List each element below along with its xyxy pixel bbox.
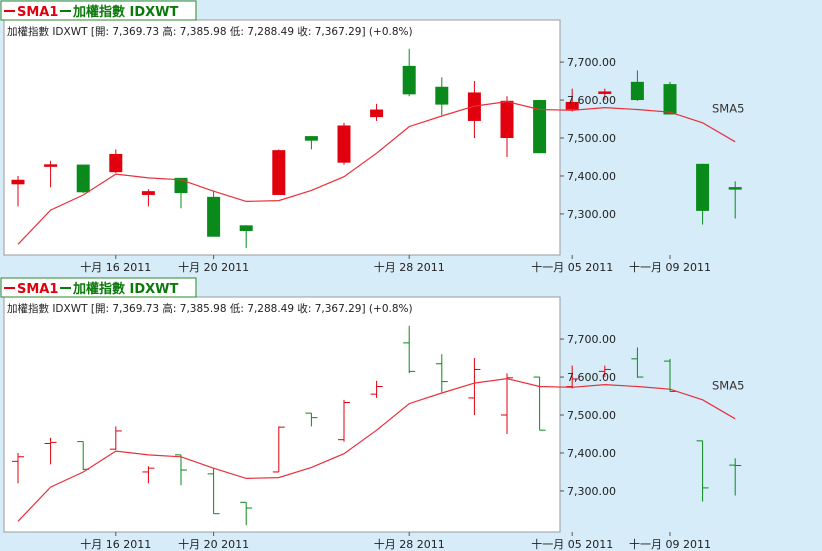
candle-body	[174, 177, 188, 194]
y-tick-label: 7,500.00	[567, 409, 616, 422]
sma5-label: SMA5	[712, 101, 744, 115]
x-tick-label: 十一月 05 2011	[531, 537, 613, 551]
legend-box	[0, 277, 197, 298]
y-tick-label: 7,700.00	[567, 333, 616, 346]
price-info: 加權指數 IDXWT [開: 7,369.73 高: 7,385.98 低: 7…	[7, 302, 413, 315]
x-tick-label: 十月 20 2011	[178, 537, 249, 551]
y-tick-label: 7,300.00	[567, 208, 616, 221]
price-info: 加權指數 IDXWT [開: 7,369.73 高: 7,385.98 低: 7…	[7, 25, 413, 38]
candle-body	[239, 225, 253, 232]
legend-sma-label: SMA1	[17, 5, 58, 20]
candle-body	[663, 84, 677, 115]
sma5-line	[17, 377, 736, 522]
legend-index-label: 加權指數 IDXWT	[72, 281, 179, 297]
candle-body	[696, 163, 710, 211]
legend-index-label: 加權指數 IDXWT	[72, 4, 179, 20]
candle-body	[565, 101, 579, 110]
y-axis: 7,300.00 7,400.00 7,500.00 7,600.00 7,700.00	[560, 333, 616, 498]
y-tick-label: 7,600.00	[567, 94, 616, 107]
candle-body	[11, 179, 25, 185]
candle-body	[598, 91, 612, 94]
y-tick-label: 7,600.00	[567, 371, 616, 384]
y-tick-label: 7,400.00	[567, 170, 616, 183]
series-marks	[11, 48, 742, 249]
sma5-line	[17, 100, 736, 245]
x-axis: 十月 16 2011 十月 20 2011 十月 28 2011 十一月 05 201…	[80, 255, 711, 274]
x-tick-label: 十月 28 2011	[374, 260, 445, 274]
candle-body	[76, 164, 90, 193]
x-tick-label: 十月 28 2011	[374, 537, 445, 551]
candle-body	[370, 109, 384, 118]
candle-body	[109, 153, 123, 173]
candle-body	[141, 191, 155, 195]
legend-sma-label: SMA1	[17, 282, 58, 297]
plot-area	[3, 296, 561, 533]
x-tick-label: 十一月 09 2011	[629, 260, 711, 274]
candle-body	[402, 65, 416, 95]
candle-body	[630, 81, 644, 101]
legend-box	[0, 0, 197, 21]
chart-panel-ohlc: SMA1 加權指數 IDXWT 加權指數 IDXWT [開: 7,369.73 …	[0, 276, 822, 551]
candle-body	[533, 100, 547, 154]
candle-body	[272, 150, 286, 195]
chart-panel-candlestick: SMA1 加權指數 IDXWT 加權指數 IDXWT [開: 7,369.73 …	[0, 0, 745, 274]
x-tick-label: 十一月 05 2011	[531, 260, 613, 274]
candle-body	[728, 187, 742, 190]
y-axis: 7,300.00 7,400.00 7,500.00 7,600.00 7,700.00	[560, 56, 616, 221]
candle-body	[435, 86, 449, 105]
x-tick-label: 十月 16 2011	[80, 537, 151, 551]
y-tick-label: 7,700.00	[567, 56, 616, 69]
candle-body	[337, 125, 351, 163]
x-tick-label: 十月 16 2011	[80, 260, 151, 274]
y-tick-label: 7,400.00	[567, 447, 616, 460]
y-tick-label: 7,500.00	[567, 132, 616, 145]
sma5-label: SMA5	[712, 378, 744, 392]
x-axis: 十月 16 2011 十月 20 2011 十月 28 2011 十一月 05 201…	[80, 532, 711, 551]
x-tick-label: 十月 20 2011	[178, 260, 249, 274]
candle-body	[44, 164, 58, 167]
plot-area	[3, 19, 561, 256]
candle-body	[500, 100, 514, 139]
y-tick-label: 7,300.00	[567, 485, 616, 498]
candle-body	[207, 196, 221, 237]
series-marks	[12, 325, 742, 526]
candle-body	[304, 136, 318, 141]
x-tick-label: 十一月 09 2011	[629, 537, 711, 551]
